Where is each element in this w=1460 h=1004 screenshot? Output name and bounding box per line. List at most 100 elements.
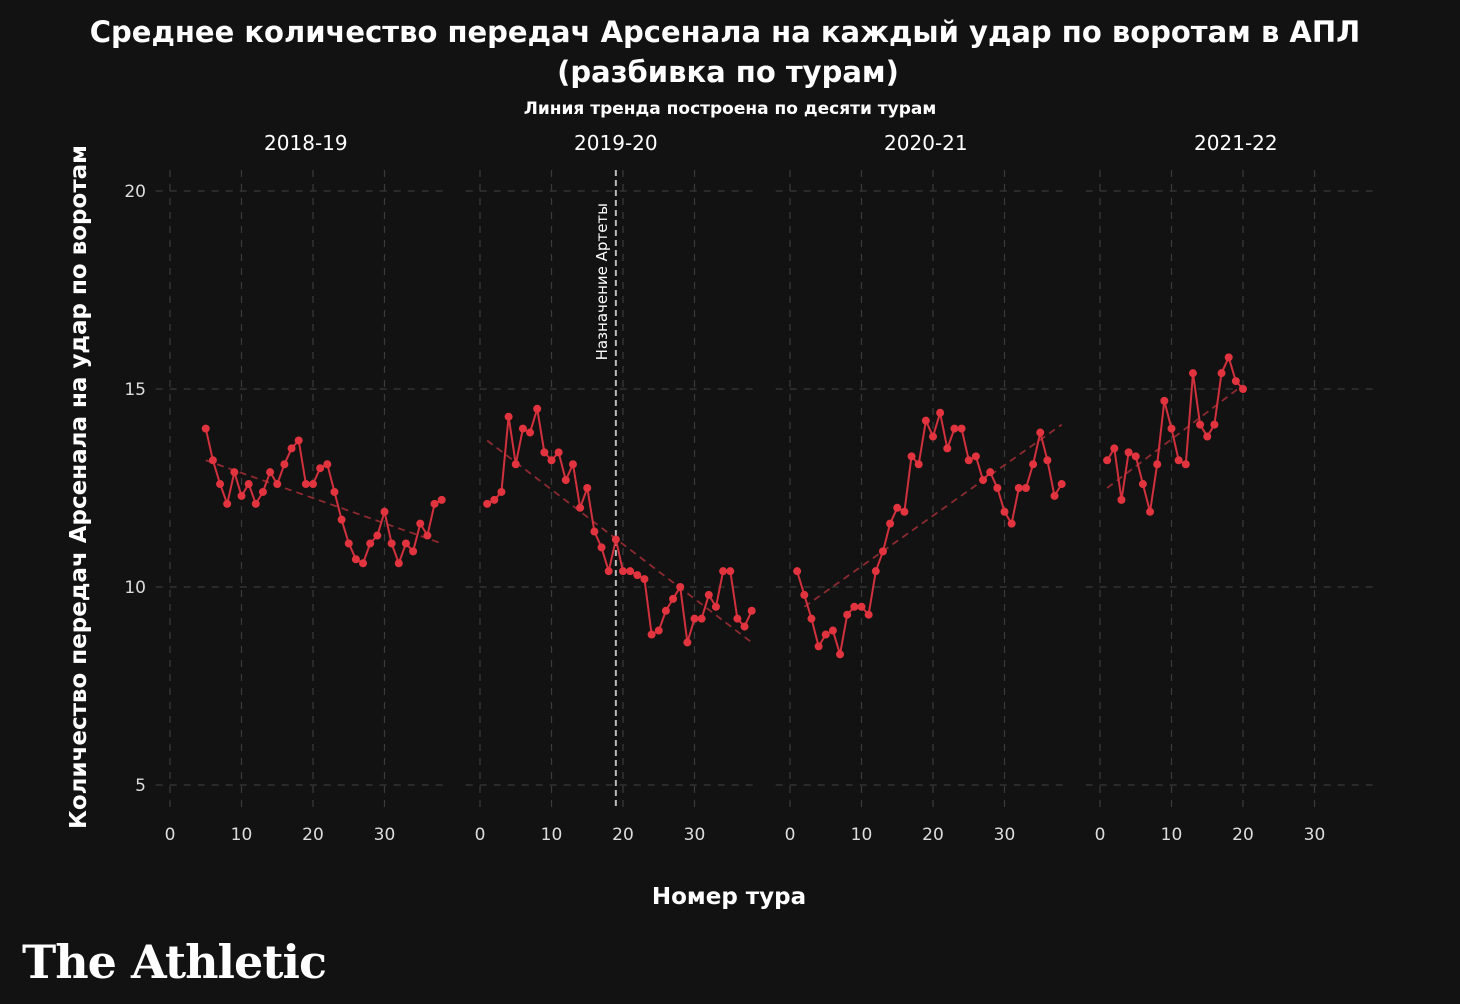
data-point	[1146, 507, 1155, 516]
facet-2019-20: 0 10 20 30 2019-20 Назначение Артеты	[465, 131, 759, 845]
data-point	[316, 464, 325, 473]
data-point	[430, 499, 439, 508]
data-point	[401, 539, 410, 548]
data-point	[1014, 484, 1023, 492]
data-point	[1231, 377, 1240, 386]
trend-line	[205, 459, 442, 545]
data-point	[1239, 385, 1247, 393]
data-point	[886, 519, 895, 528]
data-point	[483, 499, 492, 508]
data-point	[1217, 369, 1226, 378]
x-tick-label: 0	[785, 825, 796, 845]
data-point	[1210, 420, 1219, 429]
data-point	[857, 602, 866, 611]
facet-2021-22: 0 10 20 30 2021-22	[1085, 131, 1379, 845]
data-point	[1117, 495, 1126, 504]
data-point	[871, 567, 880, 576]
y-tick-label: 15	[124, 380, 146, 400]
data-point	[337, 515, 346, 524]
data-point	[1167, 424, 1176, 433]
data-point	[533, 404, 542, 413]
data-point	[1160, 396, 1169, 405]
data-point	[611, 535, 620, 544]
data-point	[547, 456, 556, 465]
data-point	[266, 468, 275, 477]
y-tick-label: 10	[124, 578, 146, 598]
the-athletic-logo: The Athletic	[22, 935, 326, 989]
chart-title-line2: (разбивка по турам)	[557, 55, 899, 89]
data-point	[1196, 420, 1205, 429]
data-point	[1000, 507, 1009, 516]
x-tick-label: 10	[851, 825, 873, 845]
data-point	[561, 476, 570, 485]
data-point	[850, 602, 859, 611]
data-point	[1138, 480, 1147, 489]
data-point	[683, 638, 692, 647]
data-point	[409, 547, 418, 556]
trend-line	[1106, 384, 1244, 489]
data-point	[1131, 452, 1140, 461]
data-point	[230, 468, 239, 477]
data-point	[828, 626, 837, 635]
data-point	[237, 491, 246, 500]
data-point	[287, 444, 296, 453]
data-point	[294, 436, 303, 445]
data-point	[986, 468, 995, 477]
data-point	[626, 567, 635, 576]
x-tick-label: 0	[165, 825, 176, 845]
data-point	[971, 452, 980, 461]
data-point	[979, 476, 988, 485]
data-point	[273, 480, 282, 489]
x-axis-title: Номер тура	[652, 884, 806, 910]
data-point	[747, 606, 756, 615]
chart-title-line1: Среднее количество передач Арсенала на к…	[90, 15, 1360, 49]
y-axis-title: Количество передач Арсенала на удар по в…	[66, 145, 92, 829]
data-point	[943, 444, 952, 453]
x-tick-label: 20	[1232, 825, 1254, 845]
data-point	[907, 452, 916, 461]
data-point	[1174, 456, 1183, 465]
facet-label: 2018-19	[264, 131, 348, 155]
data-point	[733, 614, 742, 623]
data-point	[914, 460, 923, 469]
data-point	[1021, 484, 1030, 492]
x-tick-label: 10	[541, 825, 563, 845]
data-point	[583, 484, 592, 492]
data-point	[1224, 353, 1233, 362]
data-point	[726, 567, 735, 576]
data-point	[554, 448, 563, 457]
data-point	[690, 614, 699, 623]
data-point	[1036, 428, 1045, 437]
data-point	[1124, 448, 1133, 457]
data-point	[437, 495, 446, 504]
data-point	[893, 503, 902, 512]
data-point	[1103, 456, 1112, 465]
series-line	[204, 428, 443, 567]
facet-label: 2021-22	[1194, 131, 1278, 155]
data-point	[568, 460, 577, 469]
data-point	[1110, 444, 1119, 453]
x-tick-label: 20	[302, 825, 324, 845]
data-point	[416, 519, 425, 528]
data-point	[504, 412, 513, 421]
data-point	[323, 460, 332, 469]
plot-area: 0 10 20 30 2018-19 0 10 20 30 2019-20 Назначение А…	[124, 131, 1379, 845]
x-tick-label: 30	[1304, 825, 1326, 845]
data-point	[351, 555, 360, 564]
data-point	[719, 567, 728, 576]
data-point	[936, 408, 945, 417]
data-point	[697, 614, 706, 623]
data-point	[511, 460, 520, 469]
data-point	[654, 626, 663, 635]
data-point	[309, 480, 317, 489]
data-point	[301, 480, 310, 489]
data-point	[597, 543, 606, 552]
data-point	[1029, 460, 1038, 469]
data-point	[244, 480, 253, 489]
data-point	[814, 642, 823, 651]
trend-line	[803, 423, 1063, 608]
data-point	[251, 499, 260, 508]
data-point	[1057, 480, 1066, 489]
data-point	[647, 630, 656, 639]
data-point	[633, 571, 642, 580]
